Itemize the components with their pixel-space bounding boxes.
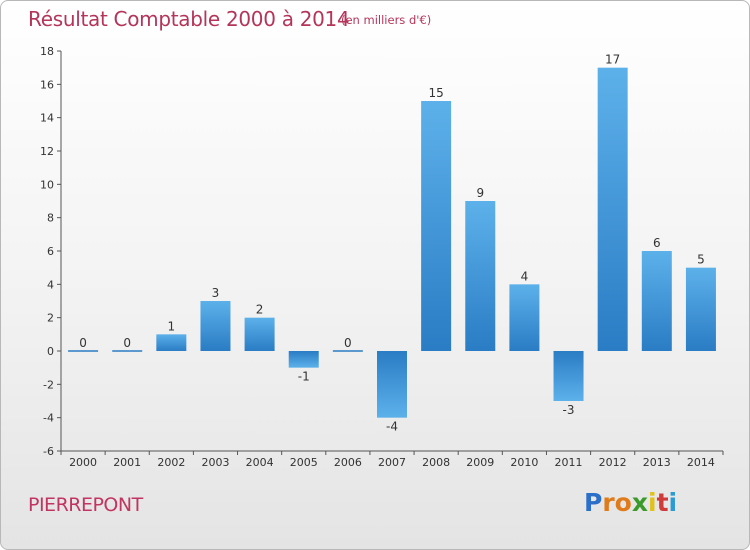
bar xyxy=(377,351,407,418)
proxiti-logo: Proxiti xyxy=(584,488,677,517)
data-label: 3 xyxy=(212,286,220,300)
bar xyxy=(244,317,275,351)
y-tick-label: -6 xyxy=(43,445,54,458)
x-tick-label: 2006 xyxy=(334,456,362,469)
bar xyxy=(465,201,496,351)
y-tick-label: 2 xyxy=(47,312,54,325)
logo-letter: r xyxy=(602,488,615,517)
logo-letter: i xyxy=(648,488,657,517)
logo-letter: i xyxy=(668,488,678,517)
bar xyxy=(685,267,716,351)
bar xyxy=(597,67,628,352)
data-label: 0 xyxy=(123,336,131,350)
bar xyxy=(553,351,584,401)
logo-letter: o xyxy=(614,488,632,517)
x-tick-label: 2002 xyxy=(157,456,185,469)
logo-letter: P xyxy=(584,488,603,517)
chart-subtitle: (en milliers d'€) xyxy=(341,13,432,27)
y-tick-label: 18 xyxy=(40,45,54,58)
y-tick-label: -4 xyxy=(43,412,54,425)
y-tick-label: 6 xyxy=(47,245,54,258)
data-label: 5 xyxy=(697,253,705,267)
y-tick-label: 4 xyxy=(47,278,54,291)
y-tick-label: 14 xyxy=(40,112,54,125)
data-label: 4 xyxy=(521,269,529,283)
chart-title: Résultat Comptable 2000 à 2014 xyxy=(28,7,350,31)
x-tick-label: 2011 xyxy=(555,456,583,469)
bar xyxy=(288,351,319,368)
bar xyxy=(156,334,187,351)
x-tick-label: 2012 xyxy=(599,456,627,469)
data-label: 17 xyxy=(605,53,620,67)
x-tick-label: 2014 xyxy=(687,456,715,469)
city-name: PIERREPONT xyxy=(28,494,143,516)
y-tick-label: 16 xyxy=(40,78,54,91)
data-label: 6 xyxy=(653,236,661,250)
data-label: 9 xyxy=(476,186,484,200)
data-label: 1 xyxy=(168,319,176,333)
y-tick-label: 10 xyxy=(40,178,54,191)
y-tick-label: -2 xyxy=(43,378,54,391)
data-label: 2 xyxy=(256,303,264,317)
x-tick-label: 2000 xyxy=(69,456,97,469)
y-tick-label: 12 xyxy=(40,145,54,158)
x-tick-label: 2004 xyxy=(246,456,274,469)
data-label: 15 xyxy=(428,86,443,100)
x-tick-label: 2008 xyxy=(422,456,450,469)
y-tick-label: 8 xyxy=(47,212,54,225)
x-tick-label: 2007 xyxy=(378,456,406,469)
x-tick-label: 2009 xyxy=(466,456,494,469)
data-label: -4 xyxy=(386,420,398,434)
data-label: -1 xyxy=(298,370,310,384)
y-tick-label: 0 xyxy=(47,345,54,358)
logo-letter: x xyxy=(631,488,648,517)
data-label: 0 xyxy=(79,336,87,350)
x-tick-label: 2013 xyxy=(643,456,671,469)
bar xyxy=(509,284,540,351)
data-label: -3 xyxy=(563,403,575,417)
x-tick-label: 2005 xyxy=(290,456,318,469)
bar xyxy=(641,251,672,351)
x-tick-label: 2003 xyxy=(201,456,229,469)
bar xyxy=(200,301,231,351)
logo-letter: t xyxy=(656,488,669,517)
x-tick-label: 2001 xyxy=(113,456,141,469)
x-tick-label: 2010 xyxy=(510,456,538,469)
data-label: 0 xyxy=(344,336,352,350)
bar xyxy=(421,101,452,351)
